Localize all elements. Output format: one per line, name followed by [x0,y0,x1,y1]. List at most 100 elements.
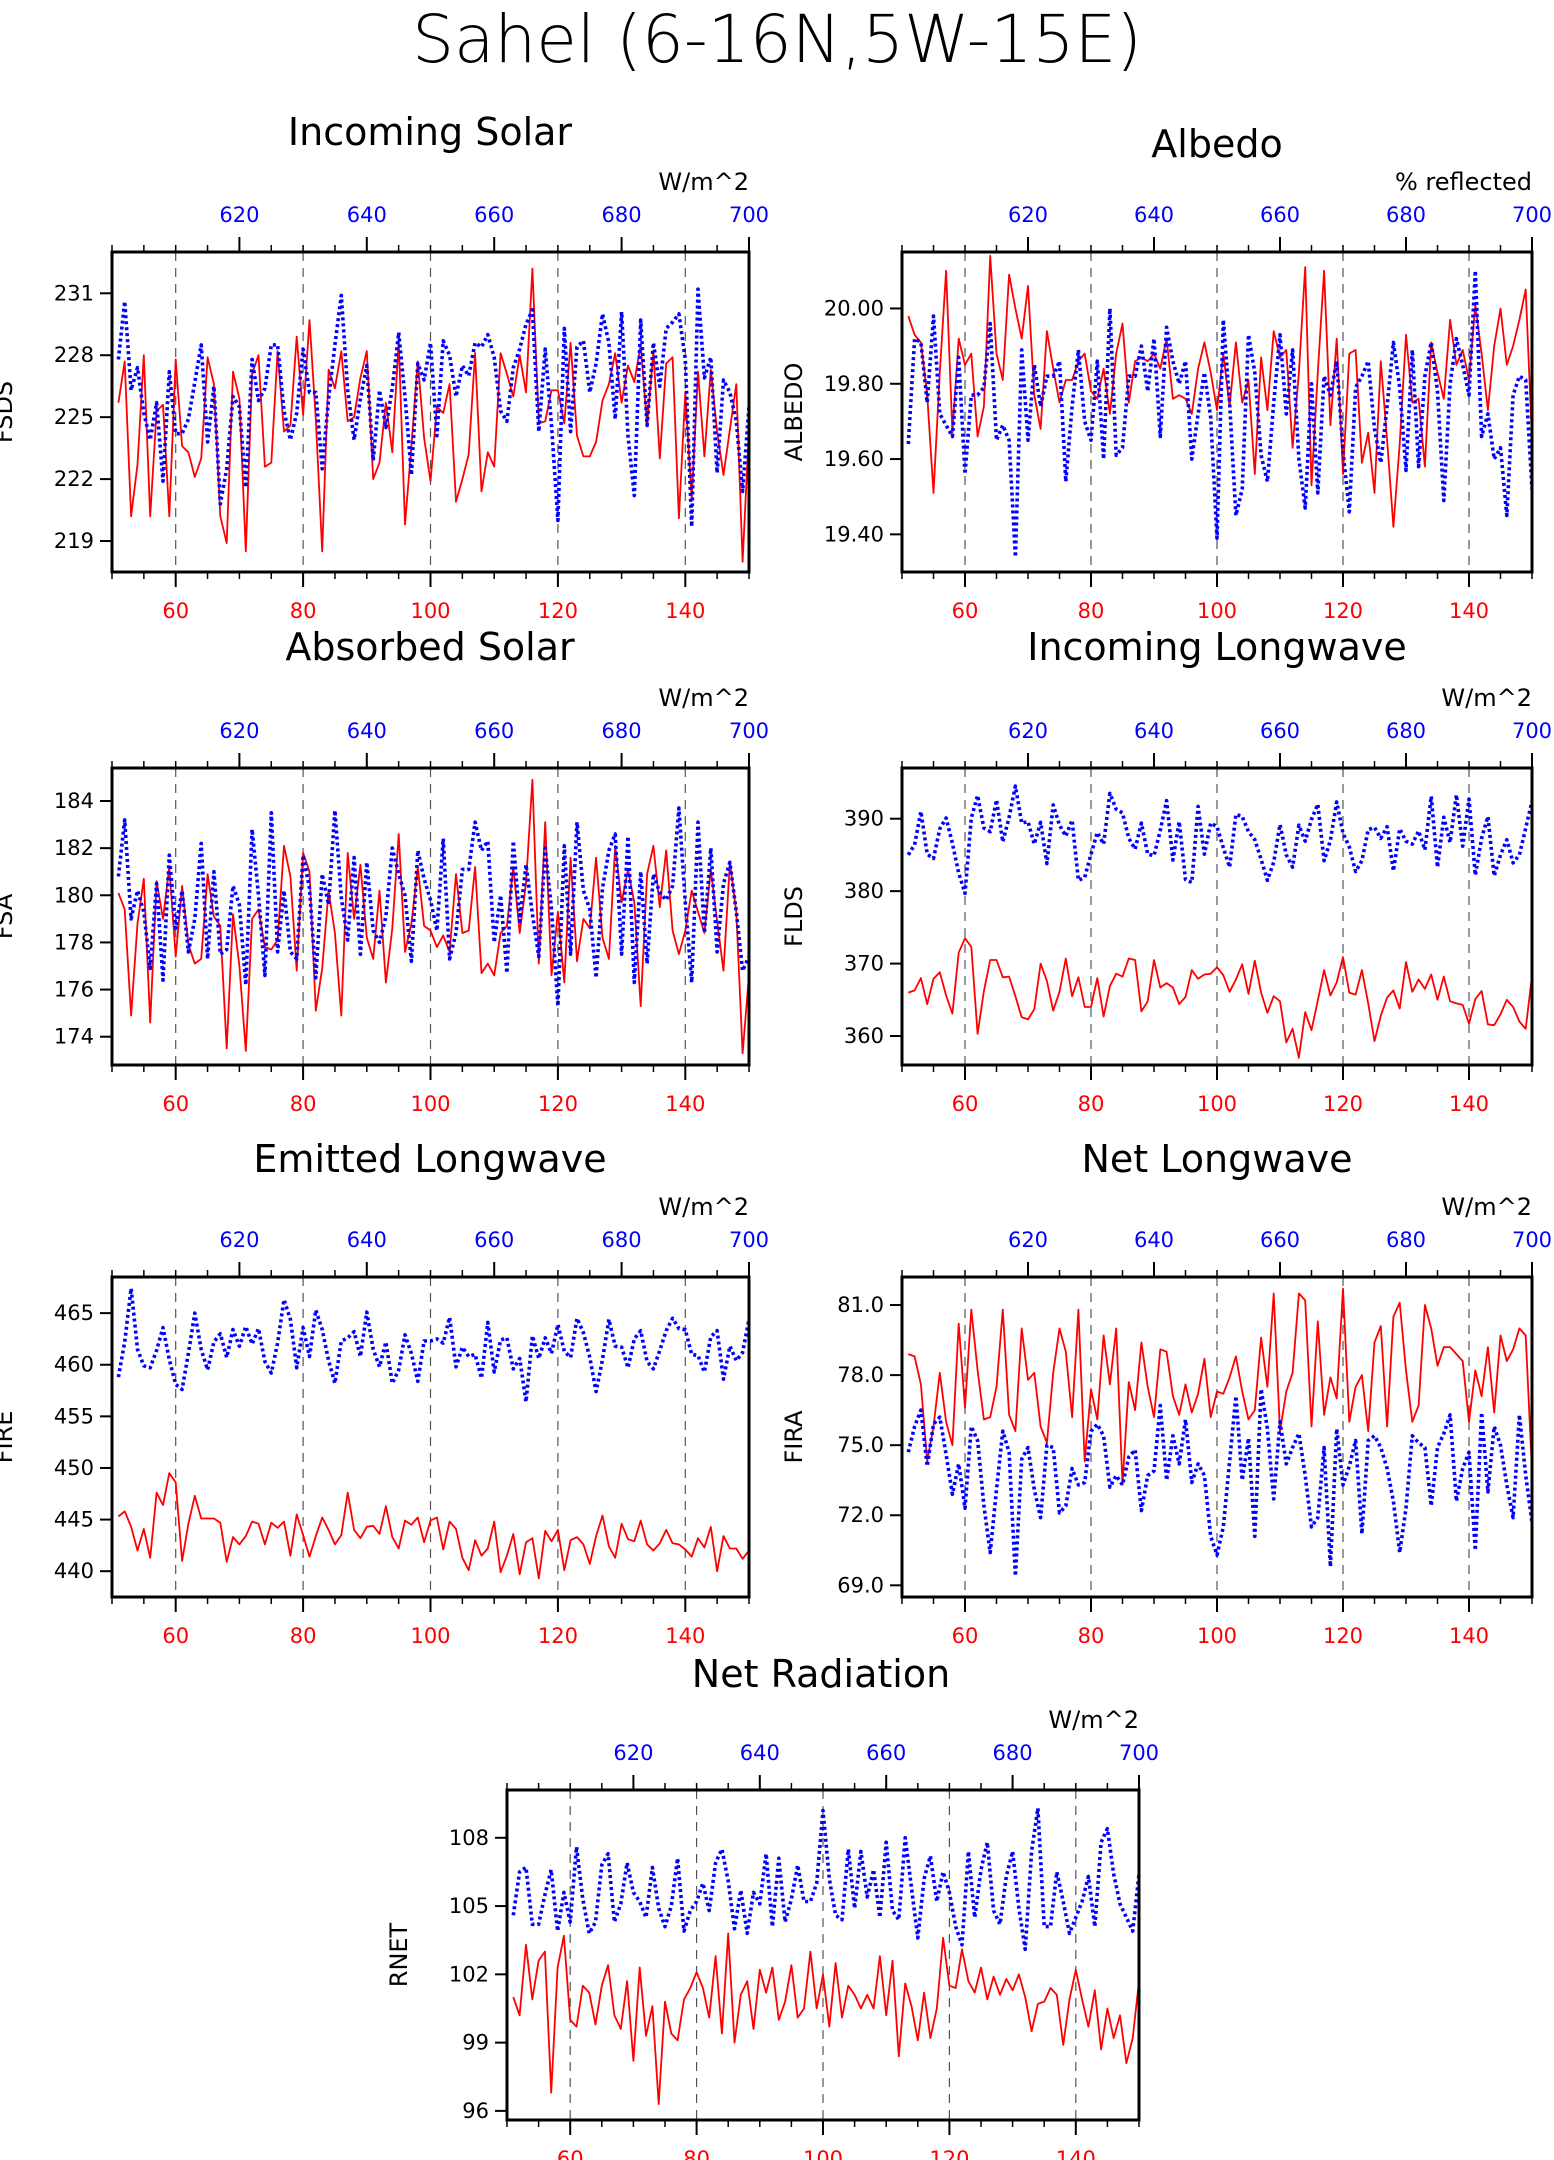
bottom-tick-label: 80 [1078,1624,1105,1648]
chart-title: Emitted Longwave [253,1137,606,1181]
y-axis-label: FSDS [0,381,18,443]
top-tick-label: 680 [602,719,642,743]
units-label: W/m^2 [1441,684,1532,712]
y-tick-label: 440 [54,1559,94,1583]
bottom-tick-label: 100 [1197,1624,1237,1648]
top-tick-label: 660 [474,719,514,743]
series-line-red [907,254,1532,528]
top-tick-label: 700 [1512,1228,1552,1252]
series-group [511,1806,1139,2106]
y-axis-label: FIRA [780,1410,808,1464]
top-tick-label: 680 [1386,719,1426,743]
top-tick-label: 620 [613,1741,653,1765]
series-line-blue [511,1806,1139,1952]
bottom-tick-label: 140 [665,1092,705,1116]
chart-title: Incoming Solar [288,110,573,154]
top-tick-label: 700 [1512,719,1552,743]
units-label: W/m^2 [658,1193,749,1221]
top-tick-label: 620 [1008,719,1048,743]
top-tick-label: 640 [740,1741,780,1765]
bottom-tick-label: 140 [665,599,705,623]
bottom-tick-label: 60 [952,1092,979,1116]
top-tick-label: 660 [866,1741,906,1765]
bottom-tick-label: 120 [538,1624,578,1648]
y-tick-label: 182 [54,836,94,860]
y-axis-label: RNET [385,1922,413,1987]
bottom-tick-label: 60 [557,2147,584,2160]
panels: Incoming Solar W/m^2 60 80 100 120 140 620 640 66… [0,110,1552,2160]
y-tick-label: 108 [449,1826,489,1850]
top-tick-label: 680 [602,1228,642,1252]
y-tick-label: 460 [54,1353,94,1377]
series-group [906,1287,1532,1578]
y-tick-label: 180 [54,883,94,907]
units-label: W/m^2 [658,168,749,196]
chart-panel-4: Incoming Longwave W/m^2 60 80 100 120 140 620 64… [780,625,1552,1116]
series-line-blue [906,784,1532,896]
chart-panel-5: Emitted Longwave W/m^2 60 80 100 120 140 620 640… [0,1137,769,1648]
chart-panel-1: Incoming Solar W/m^2 60 80 100 120 140 620 640 66… [0,110,769,623]
chart-title: Absorbed Solar [285,625,575,669]
y-tick-label: 81.0 [837,1293,884,1317]
bottom-tick-label: 140 [1449,1092,1489,1116]
bottom-tick-label: 60 [162,1624,189,1648]
top-tick-label: 640 [347,1228,387,1252]
series-group [116,778,749,1055]
bottom-tick-label: 60 [162,1092,189,1116]
top-tick-label: 620 [219,203,259,227]
top-tick-label: 660 [1260,719,1300,743]
y-tick-label: 19.60 [824,447,884,471]
y-tick-label: 465 [54,1301,94,1325]
series-group [906,784,1532,1059]
y-tick-label: 380 [844,879,884,903]
series-line-red [908,937,1532,1059]
bottom-tick-label: 120 [929,2147,969,2160]
bottom-tick-label: 100 [803,2147,843,2160]
top-tick-label: 700 [729,1228,769,1252]
top-tick-label: 640 [1134,1228,1174,1252]
bottom-tick-label: 80 [1078,1092,1105,1116]
y-tick-label: 184 [54,789,94,813]
series-line-blue [116,1286,749,1404]
top-tick-label: 640 [347,719,387,743]
y-tick-label: 370 [844,952,884,976]
y-tick-label: 231 [54,281,94,305]
bottom-tick-label: 100 [410,1092,450,1116]
bottom-tick-label: 60 [952,1624,979,1648]
y-tick-label: 72.0 [837,1503,884,1527]
series-group [116,267,749,563]
series-group [116,1286,749,1580]
y-tick-label: 228 [54,343,94,367]
bottom-tick-label: 100 [410,1624,450,1648]
main-title: Sahel (6-16N,5W-15E) [412,1,1142,78]
chart-title: Net Longwave [1082,1137,1353,1181]
y-tick-label: 174 [54,1025,94,1049]
top-tick-label: 700 [1512,203,1552,227]
series-line-red [117,267,749,563]
bottom-tick-label: 120 [1323,1092,1363,1116]
series-group [906,254,1532,559]
top-tick-label: 660 [474,1228,514,1252]
y-tick-label: 105 [449,1894,489,1918]
series-line-blue [116,287,749,529]
chart-title: Albedo [1151,122,1282,166]
top-tick-label: 700 [729,719,769,743]
bottom-tick-label: 100 [1197,1092,1237,1116]
bottom-tick-label: 120 [1323,599,1363,623]
y-tick-label: 360 [844,1024,884,1048]
series-line-blue [906,1387,1532,1578]
bottom-tick-label: 140 [665,1624,705,1648]
chart-panel-7: Net Radiation W/m^2 60 80 100 120 140 620 640 660… [385,1652,1159,2160]
series-line-blue [906,268,1532,559]
chart-panel-2: Albedo % reflected 60 80 100 120 140 620 640 660 6… [780,122,1552,623]
y-tick-label: 19.40 [824,522,884,546]
top-tick-label: 660 [1260,203,1300,227]
bottom-tick-label: 140 [1449,1624,1489,1648]
bottom-tick-label: 100 [1197,599,1237,623]
y-axis-label: ALBEDO [780,363,808,462]
bottom-tick-label: 60 [162,599,189,623]
y-tick-label: 225 [54,405,94,429]
chart-title: Net Radiation [692,1652,950,1696]
units-label: W/m^2 [658,684,749,712]
